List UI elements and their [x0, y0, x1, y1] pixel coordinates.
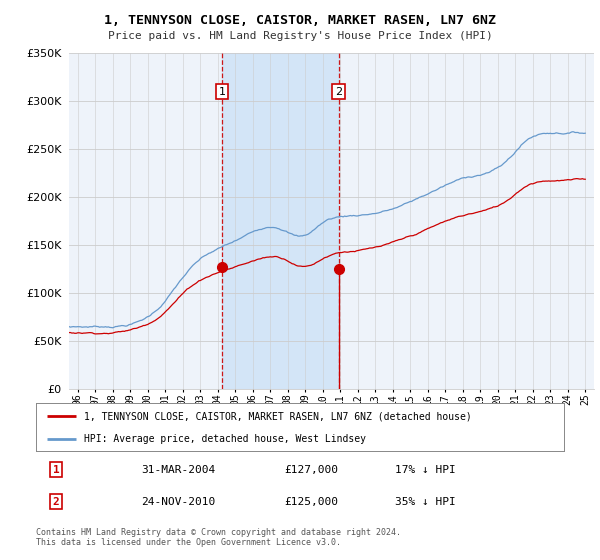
- Text: Contains HM Land Registry data © Crown copyright and database right 2024.
This d: Contains HM Land Registry data © Crown c…: [36, 528, 401, 547]
- Text: Price paid vs. HM Land Registry's House Price Index (HPI): Price paid vs. HM Land Registry's House …: [107, 31, 493, 41]
- Bar: [222, 53, 338, 389]
- Text: 35% ↓ HPI: 35% ↓ HPI: [395, 497, 456, 507]
- Text: 1, TENNYSON CLOSE, CAISTOR, MARKET RASEN, LN7 6NZ (detached house): 1, TENNYSON CLOSE, CAISTOR, MARKET RASEN…: [83, 411, 471, 421]
- Text: 2: 2: [53, 497, 59, 507]
- Text: 17% ↓ HPI: 17% ↓ HPI: [395, 465, 456, 475]
- Text: 1: 1: [218, 87, 226, 97]
- Text: 2: 2: [335, 87, 342, 97]
- Text: 1: 1: [53, 465, 59, 475]
- Text: 24-NOV-2010: 24-NOV-2010: [142, 497, 216, 507]
- Text: £127,000: £127,000: [284, 465, 338, 475]
- Text: HPI: Average price, detached house, West Lindsey: HPI: Average price, detached house, West…: [83, 434, 365, 444]
- Text: £125,000: £125,000: [284, 497, 338, 507]
- Text: 1, TENNYSON CLOSE, CAISTOR, MARKET RASEN, LN7 6NZ: 1, TENNYSON CLOSE, CAISTOR, MARKET RASEN…: [104, 14, 496, 27]
- Text: 31-MAR-2004: 31-MAR-2004: [142, 465, 216, 475]
